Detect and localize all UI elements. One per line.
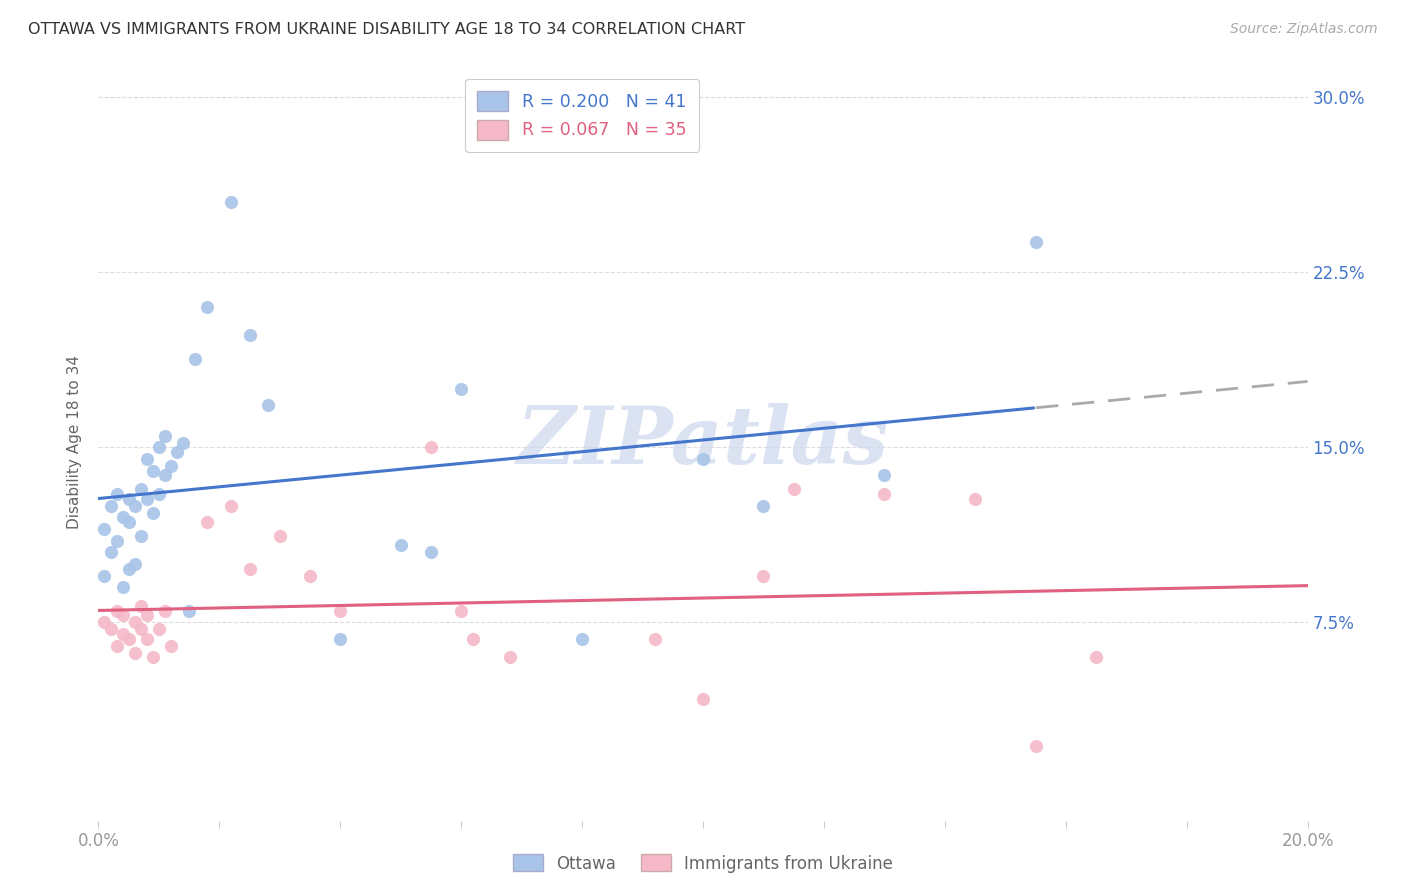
Text: ZIPatlas: ZIPatlas	[517, 403, 889, 480]
Point	[111, 510, 134, 524]
Point	[239, 328, 262, 343]
Point	[124, 646, 146, 660]
Point	[644, 632, 666, 646]
Point	[148, 623, 170, 637]
Text: OTTAWA VS IMMIGRANTS FROM UKRAINE DISABILITY AGE 18 TO 34 CORRELATION CHART: OTTAWA VS IMMIGRANTS FROM UKRAINE DISABI…	[28, 22, 745, 37]
Point	[118, 632, 141, 646]
Point	[105, 639, 128, 653]
Point	[129, 483, 152, 497]
Point	[256, 398, 278, 412]
Point	[135, 608, 157, 623]
Point	[221, 195, 243, 210]
Point	[118, 515, 141, 529]
Point	[1085, 650, 1108, 665]
Point	[571, 632, 593, 646]
Point	[420, 441, 443, 455]
Point	[135, 632, 157, 646]
Point	[148, 441, 170, 455]
Text: Source: ZipAtlas.com: Source: ZipAtlas.com	[1230, 22, 1378, 37]
Point	[752, 568, 775, 582]
Point	[124, 557, 146, 571]
Point	[239, 562, 262, 576]
Legend: Ottawa, Immigrants from Ukraine: Ottawa, Immigrants from Ukraine	[506, 847, 900, 880]
Point	[166, 445, 188, 459]
Point	[100, 545, 122, 559]
Point	[329, 632, 352, 646]
Point	[105, 487, 128, 501]
Point	[299, 568, 322, 582]
Point	[153, 468, 176, 483]
Point	[111, 580, 134, 594]
Point	[965, 491, 987, 506]
Point	[873, 468, 896, 483]
Point	[100, 499, 122, 513]
Point	[172, 435, 194, 450]
Point	[129, 623, 152, 637]
Legend: R = 0.200   N = 41, R = 0.067   N = 35: R = 0.200 N = 41, R = 0.067 N = 35	[465, 78, 699, 152]
Point	[124, 615, 146, 630]
Point	[692, 692, 714, 706]
Point	[873, 487, 896, 501]
Point	[450, 604, 472, 618]
Point	[195, 515, 218, 529]
Point	[1024, 235, 1046, 249]
Point	[100, 623, 122, 637]
Point	[463, 632, 485, 646]
Point	[179, 604, 201, 618]
Point	[160, 639, 183, 653]
Point	[195, 301, 218, 315]
Point	[105, 533, 128, 548]
Point	[329, 604, 352, 618]
Point	[135, 452, 157, 467]
Point	[118, 491, 141, 506]
Point	[111, 608, 134, 623]
Y-axis label: Disability Age 18 to 34: Disability Age 18 to 34	[67, 354, 83, 529]
Point	[118, 562, 141, 576]
Point	[93, 522, 115, 536]
Point	[105, 604, 128, 618]
Point	[111, 627, 134, 641]
Point	[153, 428, 176, 442]
Point	[142, 506, 165, 520]
Point	[498, 650, 520, 665]
Point	[135, 491, 157, 506]
Point	[184, 351, 207, 366]
Point	[153, 604, 176, 618]
Point	[420, 545, 443, 559]
Point	[93, 568, 115, 582]
Point	[160, 458, 183, 473]
Point	[450, 382, 472, 396]
Point	[752, 499, 775, 513]
Point	[269, 529, 291, 543]
Point	[692, 452, 714, 467]
Point	[129, 529, 152, 543]
Point	[124, 499, 146, 513]
Point	[142, 650, 165, 665]
Point	[93, 615, 115, 630]
Point	[783, 483, 806, 497]
Point	[142, 464, 165, 478]
Point	[1024, 739, 1046, 753]
Point	[129, 599, 152, 613]
Point	[221, 499, 243, 513]
Point	[389, 538, 412, 552]
Point	[148, 487, 170, 501]
